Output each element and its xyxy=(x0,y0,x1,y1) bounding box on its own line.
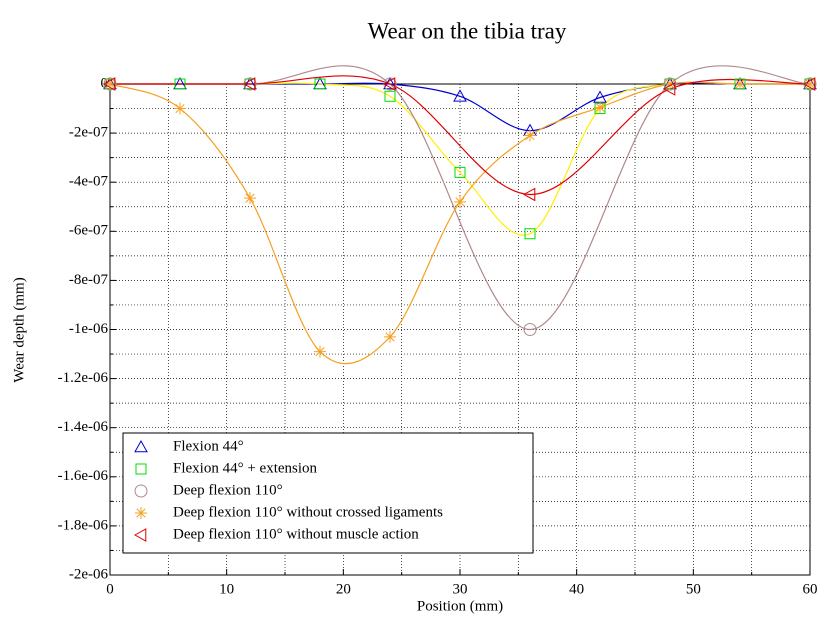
legend-marker xyxy=(134,484,148,498)
y-tick-label: -1.8e-06 xyxy=(58,517,109,533)
y-tick-label: -1.6e-06 xyxy=(58,468,109,484)
y-tick-label: -2e-07 xyxy=(69,125,109,141)
y-tick-label: -8e-07 xyxy=(69,272,109,288)
y-tick-label: -6e-07 xyxy=(69,223,109,239)
legend-marker xyxy=(135,507,147,519)
y-tick-label: -1.2e-06 xyxy=(58,370,109,386)
marker xyxy=(383,76,397,90)
y-tick-label: -1.4e-06 xyxy=(58,419,109,435)
legend-marker xyxy=(133,528,147,542)
y-tick-label: -4e-07 xyxy=(69,174,109,190)
x-tick-label: 40 xyxy=(569,581,584,597)
marker xyxy=(453,89,467,102)
x-tick-label: 60 xyxy=(803,581,818,597)
marker xyxy=(242,77,256,91)
marker xyxy=(244,192,256,205)
marker xyxy=(524,129,536,142)
legend-marker xyxy=(134,439,148,453)
marker xyxy=(384,90,396,102)
marker xyxy=(382,77,396,91)
marker xyxy=(662,82,676,96)
x-tick-label: 30 xyxy=(453,581,468,597)
marker xyxy=(524,228,536,240)
marker xyxy=(384,330,396,343)
x-tick-label: 10 xyxy=(219,581,234,597)
x-tick-label: 0 xyxy=(106,581,114,597)
marker xyxy=(102,77,116,91)
plot-frame xyxy=(109,83,811,576)
marker xyxy=(454,195,466,208)
chart-title: Wear on the tibia tray xyxy=(368,18,567,43)
marker xyxy=(454,166,466,178)
marker xyxy=(594,101,606,114)
x-axis-label: Position (mm) xyxy=(417,598,503,614)
legend-label: Deep flexion 110° without crossed ligame… xyxy=(173,504,443,520)
y-tick-label: -2e-06 xyxy=(69,566,109,582)
marker xyxy=(523,323,537,336)
legend-label: Flexion 44° + extension xyxy=(173,460,318,476)
marker xyxy=(104,78,116,90)
legend-marker xyxy=(135,463,147,475)
x-tick-label: 20 xyxy=(336,581,351,597)
marker xyxy=(314,78,326,90)
legend-label: Flexion 44° xyxy=(173,438,244,454)
legend-label: Deep flexion 110° xyxy=(173,482,283,498)
legend-label: Deep flexion 110° without muscle action xyxy=(173,526,419,542)
legend-box xyxy=(122,432,534,554)
marker xyxy=(664,78,676,90)
marker xyxy=(174,102,186,115)
x-tick-label: 50 xyxy=(686,581,701,597)
y-axis-label: Wear depth (mm) xyxy=(11,277,27,382)
marker xyxy=(734,78,746,90)
marker xyxy=(804,78,816,90)
series-line xyxy=(110,75,811,196)
marker xyxy=(802,77,816,91)
marker xyxy=(522,187,536,202)
marker xyxy=(174,78,186,90)
marker xyxy=(314,345,326,358)
y-tick-label: -1e-06 xyxy=(69,321,109,337)
